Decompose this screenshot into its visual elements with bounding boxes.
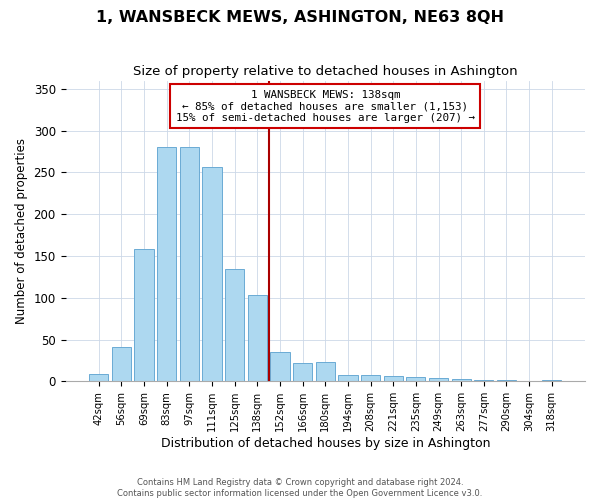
- Bar: [112, 347, 131, 382]
- Bar: [542, 380, 562, 382]
- Bar: [89, 374, 109, 382]
- Bar: [180, 146, 199, 382]
- Bar: [429, 378, 448, 382]
- Bar: [338, 374, 358, 382]
- Bar: [474, 380, 493, 382]
- Bar: [271, 352, 290, 382]
- Bar: [520, 380, 539, 382]
- Text: Contains HM Land Registry data © Crown copyright and database right 2024.
Contai: Contains HM Land Registry data © Crown c…: [118, 478, 482, 498]
- Bar: [406, 377, 425, 382]
- Bar: [293, 363, 312, 382]
- Bar: [134, 250, 154, 382]
- Bar: [202, 168, 221, 382]
- Title: Size of property relative to detached houses in Ashington: Size of property relative to detached ho…: [133, 65, 518, 78]
- Y-axis label: Number of detached properties: Number of detached properties: [15, 138, 28, 324]
- Bar: [383, 376, 403, 382]
- Text: 1 WANSBECK MEWS: 138sqm
← 85% of detached houses are smaller (1,153)
15% of semi: 1 WANSBECK MEWS: 138sqm ← 85% of detache…: [176, 90, 475, 123]
- Bar: [248, 296, 267, 382]
- Bar: [452, 379, 471, 382]
- Bar: [497, 380, 516, 382]
- Bar: [361, 376, 380, 382]
- Bar: [316, 362, 335, 382]
- Bar: [157, 148, 176, 382]
- X-axis label: Distribution of detached houses by size in Ashington: Distribution of detached houses by size …: [161, 437, 490, 450]
- Bar: [225, 268, 244, 382]
- Text: 1, WANSBECK MEWS, ASHINGTON, NE63 8QH: 1, WANSBECK MEWS, ASHINGTON, NE63 8QH: [96, 10, 504, 25]
